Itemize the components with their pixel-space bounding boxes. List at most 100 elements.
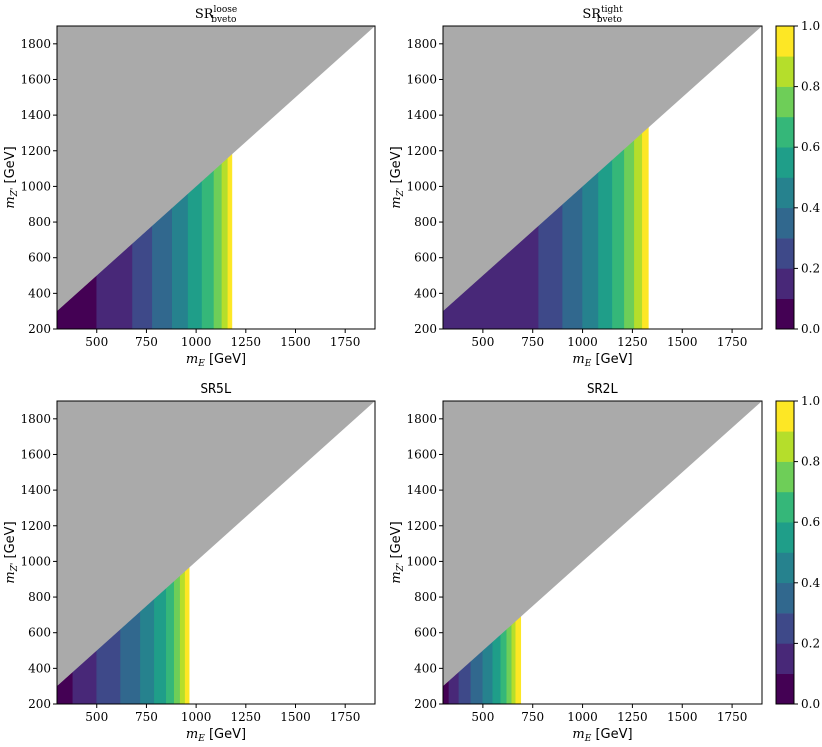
y-tick-label: 800	[28, 215, 51, 229]
x-tick-label: 750	[521, 335, 544, 349]
y-tick-label: 1000	[20, 554, 51, 568]
y-tick-label: 400	[414, 661, 437, 675]
contour-band-3	[538, 203, 563, 329]
y-tick-label: 400	[28, 661, 51, 675]
excluded-region	[57, 401, 375, 687]
x-tick-label: 750	[135, 710, 158, 724]
colorbar-tick-label: 0.4	[801, 576, 820, 590]
colorbar-tick-label: 1.0	[801, 19, 820, 33]
y-tick-label: 1400	[20, 483, 51, 497]
colorbar-tick-label: 0.0	[801, 697, 820, 711]
x-tick-label: 1500	[280, 335, 311, 349]
x-tick-label: 1250	[617, 710, 648, 724]
colorbar-tick-label: 0.2	[801, 636, 820, 650]
contour-band-5	[171, 192, 189, 329]
y-tick-label: 600	[414, 626, 437, 640]
y-tick-label: 200	[414, 322, 437, 336]
plot-area	[443, 26, 762, 329]
y-tick-label: 600	[414, 251, 437, 265]
colorbar-band-9	[776, 56, 794, 87]
x-tick-label: 1250	[617, 335, 648, 349]
contour-band-6	[187, 180, 203, 329]
contour-band-10	[642, 126, 649, 329]
y-axis-label: mZ' [GeV]	[389, 146, 406, 208]
y-tick-label: 1800	[406, 412, 437, 426]
x-tick-label: 1750	[717, 335, 748, 349]
colorbar-band-5	[776, 177, 794, 209]
x-tick-label: 500	[471, 335, 494, 349]
panel-sr2l: 500 750 1000 1250 1500 1750 200 400 600 800 1000 12…	[389, 382, 763, 744]
x-tick-label: 1000	[181, 710, 212, 724]
contour-band-5	[140, 598, 155, 704]
x-axis-label: mE [GeV]	[572, 352, 632, 369]
y-tick-label: 1400	[406, 483, 437, 497]
contour-band-8	[624, 139, 635, 329]
colorbar-band-9	[776, 431, 794, 462]
panel-title: SR2L	[587, 382, 618, 397]
y-tick-label: 1800	[406, 37, 437, 51]
excluded-region	[57, 26, 375, 312]
colorbar-band-3	[776, 613, 794, 644]
x-axis-label: mE [GeV]	[186, 727, 246, 744]
excluded-region	[443, 401, 762, 687]
axes-frame	[442, 400, 763, 705]
contour-band-10	[184, 566, 190, 704]
colorbar-tick-label: 0.2	[801, 261, 820, 275]
y-axis-label: mZ' [GeV]	[389, 521, 406, 583]
x-tick-label: 500	[85, 710, 108, 724]
x-tick-label: 750	[521, 710, 544, 724]
y-tick-label: 200	[28, 322, 51, 336]
x-tick-label: 1250	[231, 335, 262, 349]
y-tick-label: 400	[28, 286, 51, 300]
x-tick-label: 500	[471, 710, 494, 724]
y-tick-label: 1800	[20, 37, 51, 51]
plot-area	[57, 401, 375, 704]
y-tick-label: 400	[414, 286, 437, 300]
axes-frame	[56, 25, 376, 330]
plot-area	[443, 401, 762, 704]
colorbar-tick-label: 0.6	[801, 140, 820, 154]
y-tick-label: 600	[28, 626, 51, 640]
x-tick-label: 1000	[567, 710, 598, 724]
y-tick-label: 1000	[406, 554, 437, 568]
x-axis-label: mE [GeV]	[186, 352, 246, 369]
contour-band-6	[598, 159, 613, 329]
colorbar-frame	[775, 400, 795, 705]
colorbar-band-10	[776, 401, 794, 432]
colorbar-band-5	[776, 552, 794, 584]
y-tick-label: 1200	[20, 519, 51, 533]
colorbar-band-1	[776, 298, 794, 330]
y-tick-label: 1600	[406, 72, 437, 86]
y-tick-label: 200	[414, 697, 437, 711]
contour-band-6	[154, 587, 167, 704]
colorbar-band-2	[776, 643, 794, 674]
contour-band-5	[482, 640, 494, 704]
colorbar-band-4	[776, 207, 794, 239]
colorbar-band-3	[776, 238, 794, 269]
y-tick-label: 1800	[20, 412, 51, 426]
y-tick-label: 1600	[406, 447, 437, 461]
axes-frame	[442, 25, 763, 330]
x-tick-label: 1000	[181, 335, 212, 349]
y-tick-label: 800	[28, 590, 51, 604]
contour-band-5	[582, 171, 599, 329]
colorbar-band-6	[776, 147, 794, 178]
contour-band-8	[213, 162, 223, 329]
colorbar-tick-label: 0.8	[801, 80, 820, 94]
colorbar-2: 0.0 0.2 0.4 0.6 0.8 1.0	[775, 394, 820, 711]
colorbar-band-8	[776, 86, 794, 118]
panel-sr-bveto-tight: 500 750 1000 1250 1500 1750 200 400 600 800 1000 12…	[389, 5, 763, 369]
colorbar-band-7	[776, 116, 794, 148]
contour-band-9	[179, 570, 186, 704]
x-tick-label: 500	[85, 335, 108, 349]
contour-band-9	[221, 157, 229, 329]
colorbar-tick-label: 0.8	[801, 455, 820, 469]
panel-sr-bveto-loose: 500 750 1000 1250 1500 1750 200 400 600 800 1000 12…	[3, 5, 376, 369]
x-tick-label: 1750	[330, 335, 361, 349]
colorbar-tick-label: 0.6	[801, 515, 820, 529]
contour-band-10	[515, 615, 522, 704]
x-tick-label: 1000	[567, 335, 598, 349]
y-tick-label: 800	[414, 590, 437, 604]
colorbar-tick-label: 1.0	[801, 394, 820, 408]
x-tick-label: 1500	[667, 710, 698, 724]
